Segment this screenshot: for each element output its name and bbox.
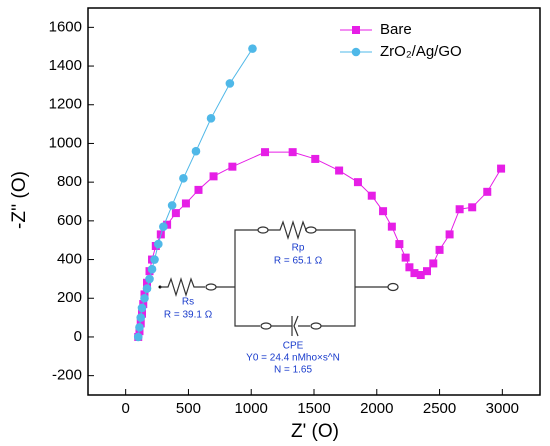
legend-marker	[352, 26, 360, 34]
cpe-element	[271, 315, 310, 337]
node	[205, 283, 217, 291]
point	[209, 172, 218, 181]
legend-marker	[351, 47, 361, 57]
node	[257, 226, 269, 234]
point	[248, 44, 257, 53]
point	[154, 239, 163, 249]
point	[410, 269, 419, 278]
y-tick-label: 1400	[49, 57, 82, 74]
y-axis-title: -Z'' (O)	[9, 171, 30, 229]
point	[225, 79, 235, 88]
node	[260, 322, 272, 330]
point	[387, 222, 396, 231]
point	[261, 148, 270, 157]
point	[145, 274, 154, 284]
y-tick-label: 1600	[49, 18, 82, 35]
legend-label: ZrO₂/Ag/GO	[380, 43, 462, 60]
y-tick-label: 600	[57, 212, 82, 229]
point	[429, 259, 438, 268]
label-cpe-y0: Y0 = 24.4 nMho×s^N	[246, 353, 340, 364]
x-tick-label: 1500	[297, 400, 330, 417]
point	[379, 207, 388, 216]
point	[335, 166, 344, 175]
point	[159, 222, 168, 231]
point	[311, 154, 320, 163]
x-tick-label: 2500	[423, 400, 456, 417]
point	[150, 255, 159, 264]
point	[435, 245, 444, 254]
node	[310, 322, 322, 330]
y-tick-label: 1200	[49, 96, 82, 113]
label-rp-value: R = 65.1 Ω	[274, 256, 323, 267]
point	[405, 263, 414, 272]
point	[194, 185, 203, 194]
point	[179, 173, 188, 183]
wire-left	[216, 229, 260, 327]
x-tick-label: 3000	[486, 400, 519, 417]
resistor-rs	[160, 276, 205, 298]
point	[423, 267, 431, 276]
marks	[133, 44, 506, 342]
label-cpe: CPE	[283, 341, 304, 352]
point	[143, 278, 152, 287]
point	[367, 191, 376, 200]
label-cpe-n: N = 1.65	[274, 365, 313, 376]
point	[206, 113, 216, 123]
label-rs: Rs	[182, 297, 194, 308]
point	[133, 332, 143, 342]
point	[468, 203, 477, 212]
y-tick-label: 400	[57, 251, 82, 268]
x-tick-label: 500	[176, 400, 201, 417]
point	[135, 322, 144, 332]
resistor-rp	[268, 219, 307, 241]
point	[181, 199, 190, 208]
point	[483, 187, 492, 196]
point	[395, 240, 404, 249]
x-tick-label: 1000	[235, 400, 268, 417]
y-tick-label: 0	[74, 328, 82, 345]
point	[142, 284, 152, 293]
y-tick-label: 1000	[49, 134, 82, 151]
point	[288, 148, 297, 157]
point	[137, 303, 147, 313]
point	[455, 205, 464, 214]
point	[497, 164, 506, 173]
x-tick-label: 0	[121, 400, 129, 417]
y-tick-label: 200	[57, 289, 82, 306]
point	[445, 230, 454, 239]
plot-frame	[87, 7, 541, 396]
y-tick-label: -200	[52, 367, 82, 384]
point	[167, 201, 177, 210]
legend-label: Bare	[380, 21, 412, 38]
x-axis-title: Z' (O)	[291, 421, 339, 442]
point	[401, 253, 410, 262]
terminal	[387, 282, 399, 292]
point	[353, 178, 362, 187]
circuit: Rp R = 65.1 Ω Rs R = 39.1 Ω CPE Y0 = 24.…	[158, 219, 399, 376]
point	[191, 146, 201, 156]
point	[416, 271, 425, 280]
label-rp: Rp	[292, 243, 305, 254]
label-rs-value: R = 39.1 Ω	[164, 310, 213, 321]
x-tick-label: 2000	[360, 400, 393, 417]
point	[147, 264, 157, 274]
node	[305, 226, 317, 234]
point	[136, 313, 146, 322]
wire-right	[316, 229, 388, 327]
point	[228, 162, 237, 171]
y-tick-label: 800	[57, 173, 82, 190]
point	[171, 209, 180, 218]
point	[140, 293, 149, 303]
